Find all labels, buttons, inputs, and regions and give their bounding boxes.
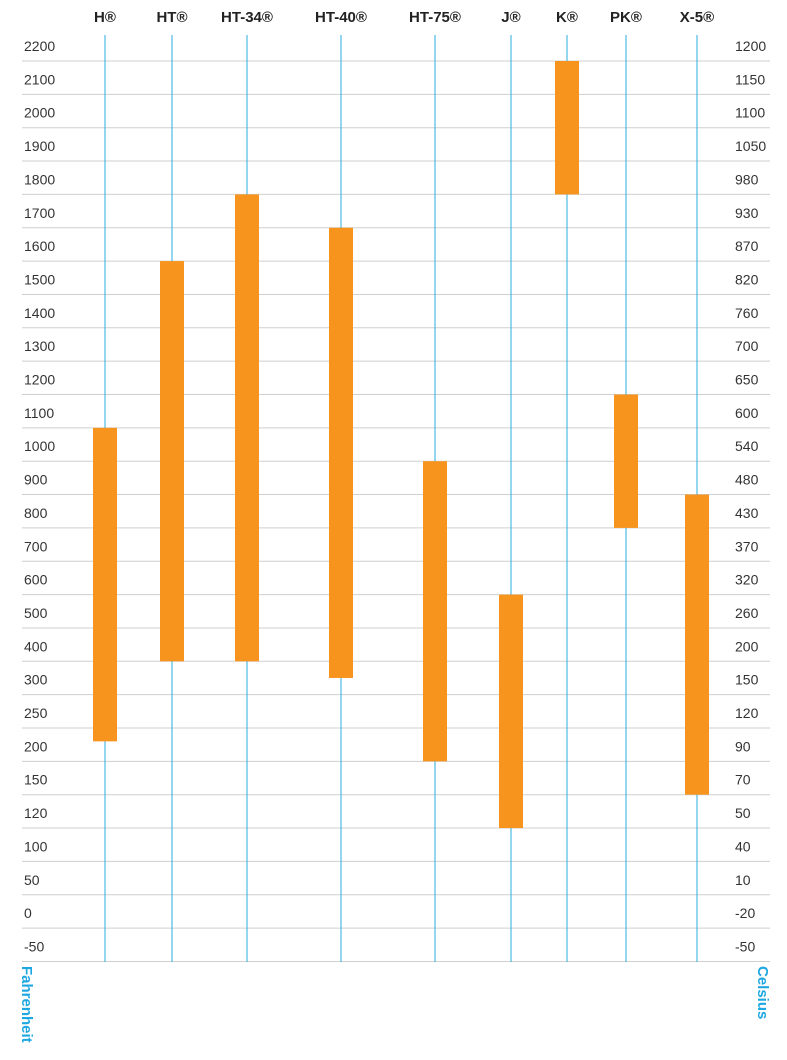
y-tick-label: 2200 <box>24 38 55 54</box>
x-tick-label: K® <box>556 9 578 26</box>
y-tick-label: 600 <box>24 572 48 588</box>
x-tick-label: X-5® <box>680 9 714 26</box>
y2-tick-label: -50 <box>735 938 755 954</box>
y-tick-label: 1500 <box>24 271 55 287</box>
y-tick-label: -50 <box>24 938 44 954</box>
bar <box>499 594 523 829</box>
x-tick-label: HT-40® <box>315 9 367 26</box>
y-tick-label: 250 <box>24 705 48 721</box>
y-tick-label: 400 <box>24 638 48 654</box>
y-tick-label: 1100 <box>24 405 54 421</box>
bar <box>93 427 117 742</box>
y2-tick-label: 40 <box>735 838 751 854</box>
x-tick-label: HT-34® <box>221 9 273 26</box>
y-tick-label: 500 <box>24 605 48 621</box>
y-tick-label: 1700 <box>24 205 55 221</box>
y2-tick-label: 260 <box>735 605 759 621</box>
y-tick-label: 2100 <box>24 71 55 87</box>
y-tick-label: 0 <box>24 905 32 921</box>
y2-tick-label: 1150 <box>735 71 765 87</box>
y2-tick-label: 370 <box>735 538 759 554</box>
y-tick-label: 800 <box>24 505 48 521</box>
y2-tick-label: 120 <box>735 705 759 721</box>
x-tick-label: J® <box>501 9 520 26</box>
y2-tick-label: 870 <box>735 238 759 254</box>
y2-tick-label: 70 <box>735 772 751 788</box>
y2-tick-label: 540 <box>735 438 759 454</box>
y-tick-label: 1200 <box>24 372 55 388</box>
y-axis-title: Fahrenheit <box>18 966 35 1043</box>
y2-tick-label: 980 <box>735 171 759 187</box>
y-tick-label: 2000 <box>24 105 55 121</box>
y-tick-label: 50 <box>24 872 40 888</box>
y2-tick-label: 1050 <box>735 138 766 154</box>
y-tick-label: 700 <box>24 538 48 554</box>
y-tick-label: 300 <box>24 672 48 688</box>
y2-tick-label: 480 <box>735 472 759 488</box>
y-tick-label: 100 <box>24 838 48 854</box>
y-tick-label: 1000 <box>24 438 55 454</box>
bar <box>555 61 579 195</box>
y2-axis-title: Celsius <box>754 966 771 1019</box>
y2-tick-label: 650 <box>735 372 759 388</box>
y2-tick-label: 1200 <box>735 38 766 54</box>
y2-tick-label: 200 <box>735 638 759 654</box>
y2-tick-label: 930 <box>735 205 759 221</box>
y2-tick-label: 90 <box>735 738 751 754</box>
y-tick-label: 120 <box>24 805 48 821</box>
x-tick-label: H® <box>94 9 116 26</box>
x-tick-label: HT® <box>156 9 187 26</box>
y2-tick-label: 1100 <box>735 105 765 121</box>
bar <box>423 461 447 762</box>
bar <box>614 394 638 528</box>
y2-tick-label: 50 <box>735 805 751 821</box>
y-tick-label: 1600 <box>24 238 55 254</box>
bar <box>329 227 353 678</box>
y-tick-label: 150 <box>24 772 48 788</box>
x-tick-label: PK® <box>610 9 642 26</box>
y-tick-label: 1900 <box>24 138 55 154</box>
bar <box>160 261 184 662</box>
y-tick-label: 900 <box>24 472 48 488</box>
bar <box>685 494 709 795</box>
y2-tick-label: 600 <box>735 405 759 421</box>
bar <box>235 194 259 662</box>
y2-tick-label: 700 <box>735 338 759 354</box>
y-tick-label: 1300 <box>24 338 55 354</box>
y2-tick-label: 820 <box>735 271 759 287</box>
y2-tick-label: 320 <box>735 572 759 588</box>
y2-tick-label: 10 <box>735 872 751 888</box>
y-tick-label: 1800 <box>24 171 55 187</box>
x-tick-label: HT-75® <box>409 9 461 26</box>
y-tick-label: 200 <box>24 738 48 754</box>
y2-tick-label: 150 <box>735 672 759 688</box>
y-tick-label: 1400 <box>24 305 55 321</box>
y2-tick-label: 760 <box>735 305 759 321</box>
y2-tick-label: 430 <box>735 505 759 521</box>
y2-tick-label: -20 <box>735 905 755 921</box>
